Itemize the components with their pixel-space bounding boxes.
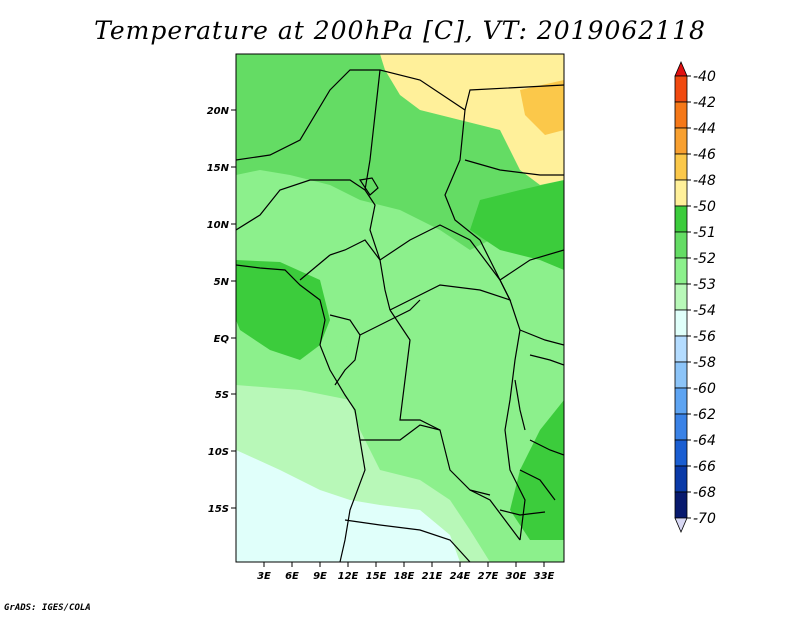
colorbar-swatch [674,361,688,389]
colorbar-swatch [674,387,688,415]
colorbar-label: -40 [693,69,716,85]
longitude-axis: 3E 6E 9E 12E 15E 18E 21E 24E 27E 30E 33E [257,562,555,582]
lon-label: 9E [313,571,327,582]
colorbar-swatch [674,309,688,337]
colorbar-label: -48 [693,173,716,189]
colorbar-label: -50 [693,199,716,215]
colorbar-swatch [674,231,688,259]
colorbar-swatch [674,257,688,285]
colorbar-label: -51 [693,225,716,241]
lon-label: 33E [534,571,555,582]
lat-label: 10N [207,220,230,231]
lat-label: 15N [207,163,230,174]
colorbar-label: -56 [693,329,716,345]
colorbar-swatch [674,101,688,129]
lat-label: EQ [214,334,230,345]
lon-label: 30E [506,571,527,582]
colorbar-swatch [674,283,688,311]
colorbar-swatch [674,153,688,181]
lat-label: 10S [208,447,229,458]
colorbar-swatch [674,179,688,207]
colorbar-label: -53 [693,277,716,293]
lon-label: 18E [394,571,415,582]
colorbar-swatch [674,127,688,155]
colorbar-label: -68 [693,485,716,501]
colorbar-label: -52 [693,251,716,267]
colorbar-swatch [674,491,688,519]
colorbar-label: -46 [693,147,716,163]
lat-label: 5S [215,390,229,401]
colorbar-swatch [674,335,688,363]
map-frame [235,53,565,563]
lat-label: 20N [207,106,230,117]
latitude-axis: 20N 15N 10N 5N EQ 5S 10S 15S [207,106,236,515]
map-title: Temperature at 200hPa [C], VT: 201906211… [94,16,706,45]
colorbar-swatch [674,205,688,233]
colorbar-label: -70 [693,511,716,527]
colorbar-label: -60 [693,381,716,397]
colorbar-swatch [674,465,688,493]
lon-label: 24E [450,571,471,582]
lat-label: 15S [208,504,229,515]
grads-credit: GrADS: IGES/COLA [4,603,91,613]
colorbar-label: -44 [693,121,716,137]
colorbar: -40 -42 -44 -46 -48 -50 -51 -52 -53 -54 -56 -58 -60 -… [674,60,716,534]
colorbar-label: -42 [693,95,716,111]
lon-label: 6E [285,571,299,582]
colorbar-label: -64 [693,433,716,449]
lon-label: 27E [478,571,499,582]
lon-label: 3E [257,571,271,582]
colorbar-top-arrow [674,60,688,77]
colorbar-swatch [674,413,688,441]
lon-label: 21E [422,571,443,582]
colorbar-swatch [674,75,688,103]
lon-label: 15E [366,571,387,582]
lat-label: 5N [214,277,230,288]
lon-label: 12E [338,571,359,582]
temperature-field [236,54,564,562]
country-borders [236,69,564,562]
colorbar-label: -54 [693,303,716,319]
colorbar-label: -58 [693,355,716,371]
colorbar-label: -62 [693,407,716,423]
colorbar-label: -66 [693,459,716,475]
colorbar-swatch [674,439,688,467]
colorbar-bottom-arrow [674,517,688,534]
